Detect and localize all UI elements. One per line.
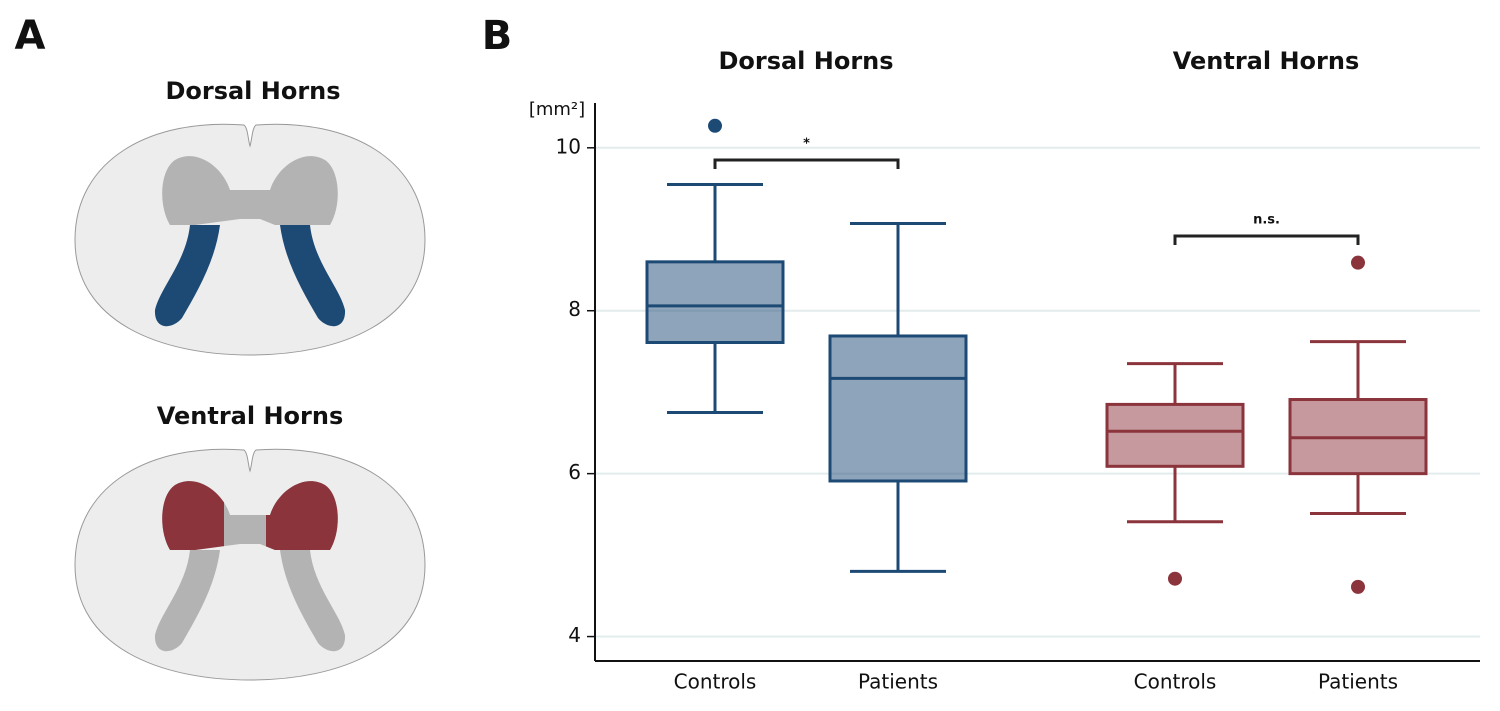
x-tick-label: Patients — [858, 670, 938, 694]
outlier — [1351, 255, 1365, 270]
x-tick-label: Patients — [1318, 670, 1398, 694]
significance-bracket — [713, 158, 900, 169]
y-tick-label: 10 — [556, 134, 581, 158]
outlier — [708, 118, 722, 133]
group-title: Dorsal Horns — [718, 47, 893, 75]
significance-bracket — [1173, 234, 1360, 245]
diagram-title: Dorsal Horns — [165, 77, 340, 105]
y-tick-label: 6 — [568, 460, 581, 484]
group-title: Ventral Horns — [1173, 47, 1360, 75]
box — [828, 334, 968, 483]
panel-label: A — [15, 13, 46, 59]
panel-label: B — [482, 13, 513, 59]
diagram-title: Ventral Horns — [157, 402, 344, 430]
y-axis-label: [mm²] — [529, 99, 585, 120]
y-tick-label: 4 — [568, 623, 581, 647]
x-tick-label: Controls — [674, 670, 757, 694]
box-chart: 4 6 8 10 Dorsal Horns Controls Patients * Ventra… — [556, 47, 1480, 694]
dorsal-diagram — [74, 123, 426, 356]
significance-label: * — [803, 137, 810, 152]
box — [645, 260, 785, 344]
outlier — [1351, 579, 1365, 594]
outlier — [1168, 571, 1182, 586]
ventral-diagram — [74, 448, 426, 681]
x-tick-label: Controls — [1134, 670, 1217, 694]
significance-label: n.s. — [1253, 213, 1280, 228]
box — [1105, 402, 1245, 468]
y-tick-label: 8 — [568, 297, 581, 321]
